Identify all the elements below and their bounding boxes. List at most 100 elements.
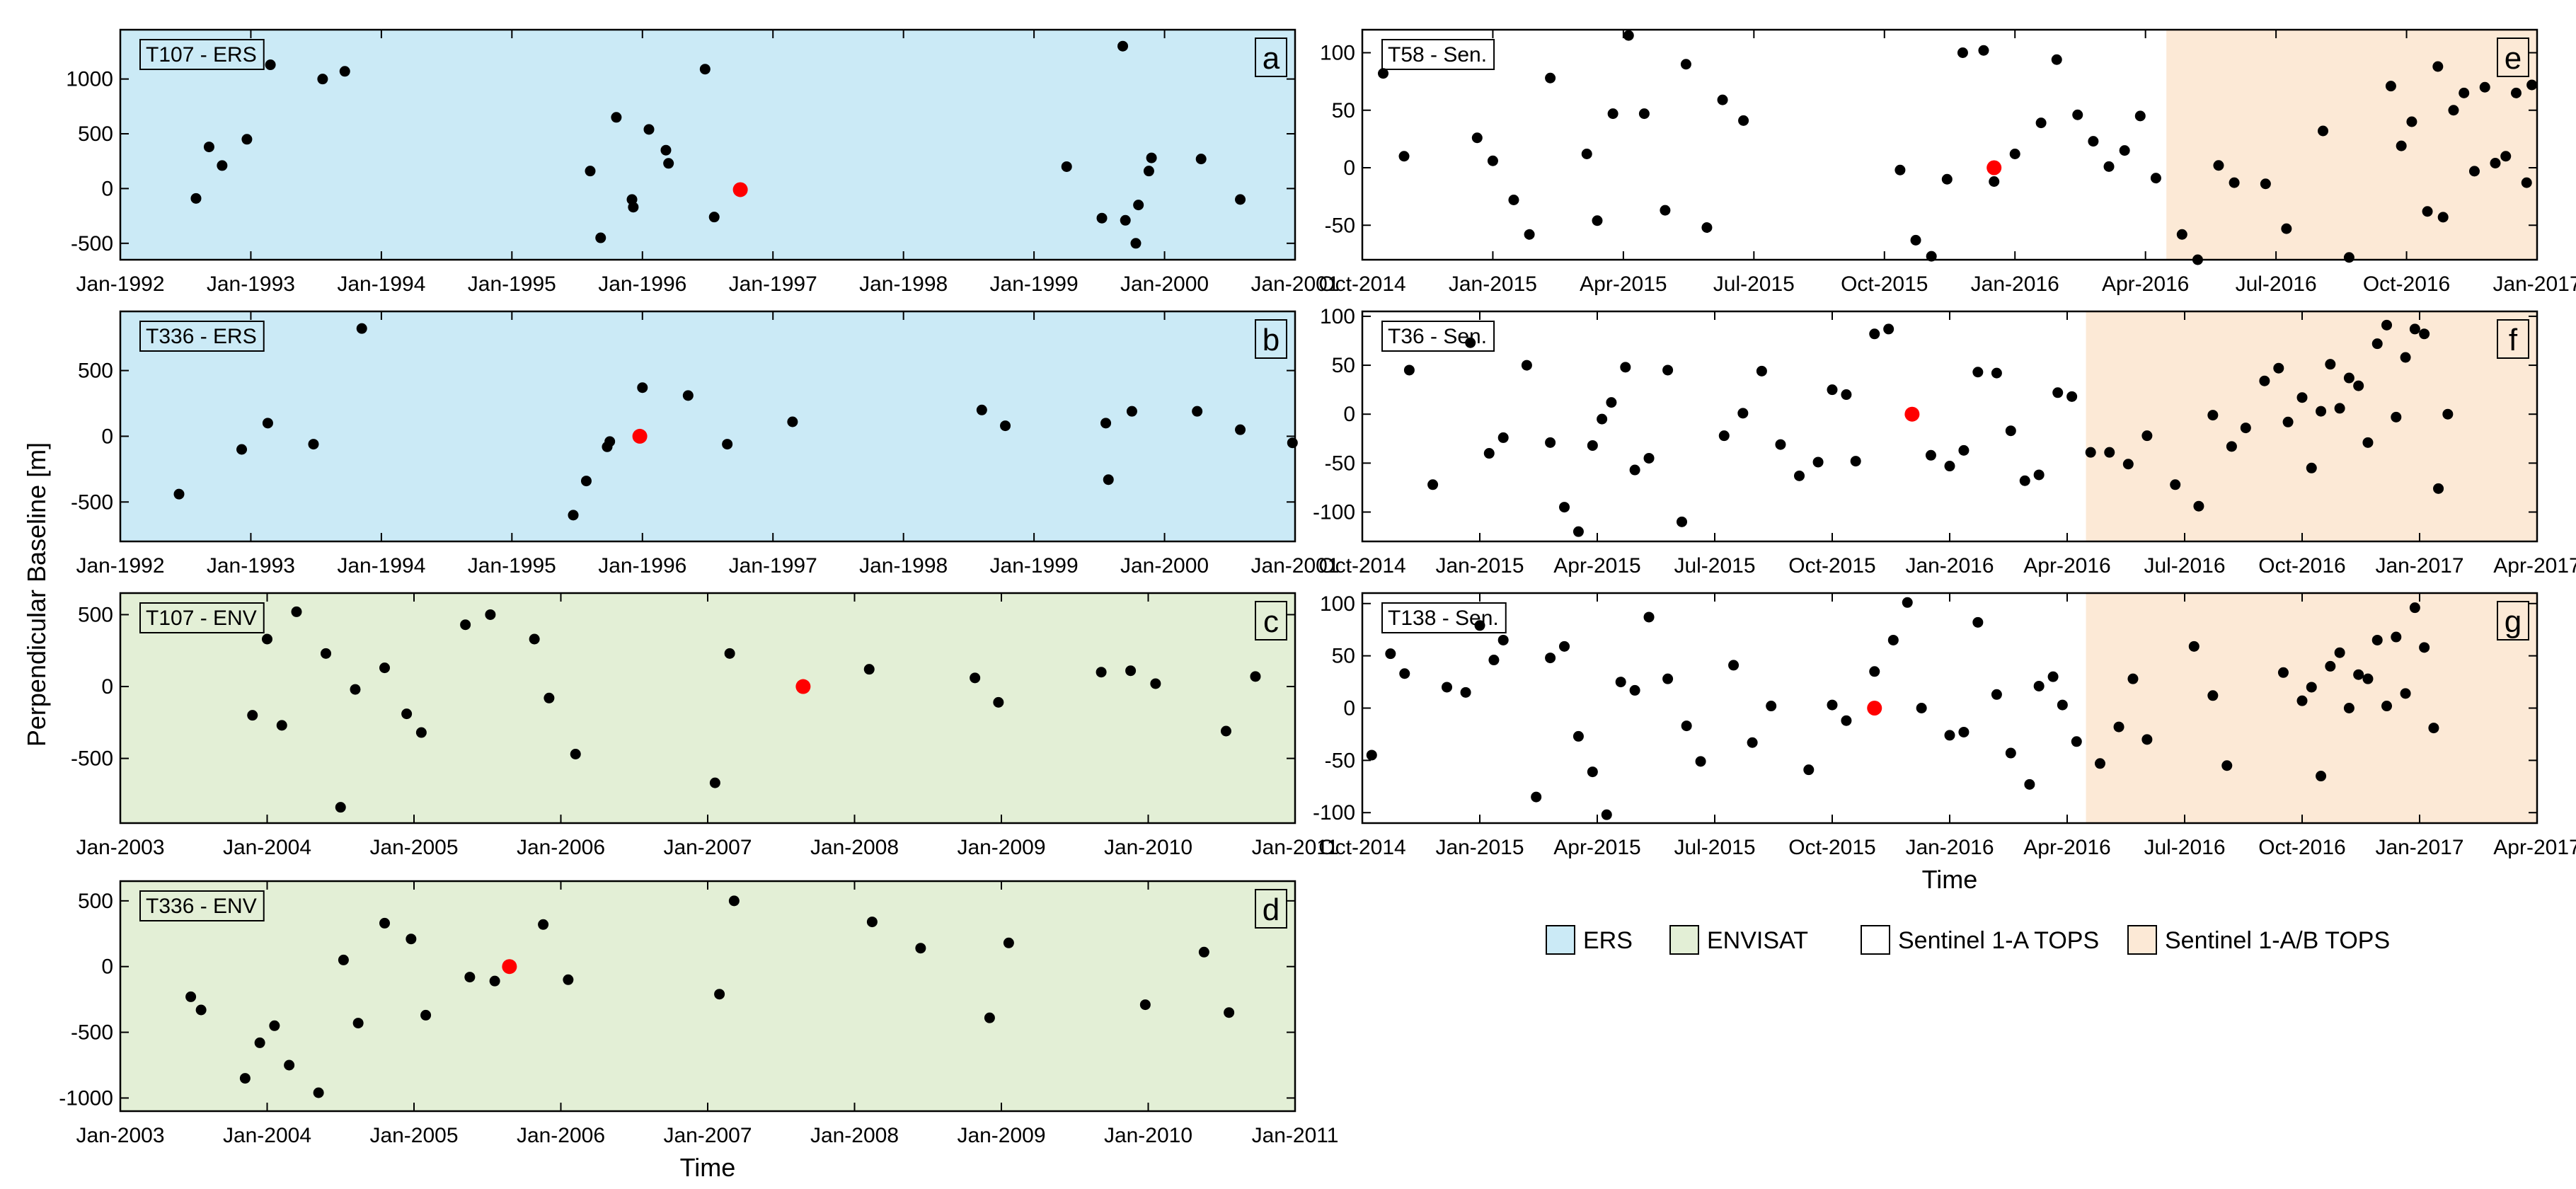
data-point [2213, 160, 2224, 171]
data-point [1521, 360, 1532, 371]
data-point [489, 975, 500, 987]
x-tick-label: Apr-2016 [2102, 272, 2189, 296]
data-point [1991, 367, 2002, 379]
x-tick-label: Jul-2016 [2144, 836, 2225, 859]
data-point [1775, 439, 1786, 450]
data-point [1531, 791, 1542, 803]
data-point [203, 142, 214, 153]
y-tick-label: 0 [1343, 697, 1355, 720]
data-point [1629, 464, 1640, 476]
data-point [993, 696, 1004, 708]
data-point [1133, 200, 1144, 211]
x-tick-label: Oct-2014 [1318, 554, 1405, 578]
data-point [2141, 430, 2153, 442]
data-point [1120, 214, 1131, 226]
y-tick-label: -50 [1325, 214, 1355, 237]
data-point [379, 662, 390, 674]
x-tick-label: Jan-2008 [810, 836, 899, 859]
data-point [269, 1020, 280, 1031]
data-point [1638, 108, 1650, 120]
data-point [1869, 666, 1880, 677]
data-point [538, 919, 549, 930]
data-point [1597, 413, 1608, 425]
data-point [1629, 684, 1640, 696]
data-point [1643, 452, 1655, 464]
x-tick-label: Jan-1997 [729, 554, 817, 578]
x-tick-label: Oct-2015 [1841, 272, 1928, 296]
reference-point [1904, 406, 1920, 422]
x-tick-label: Jan-2017 [2492, 272, 2576, 296]
data-point [2193, 500, 2204, 512]
data-point [1869, 328, 1880, 340]
reference-point [1986, 160, 2002, 176]
data-point [663, 158, 674, 169]
panel-d: -1000 -500 0 500 Jan-2003 Jan-2004 Jan-2005 Jan… [59, 880, 1339, 1182]
panel-background [120, 311, 1295, 541]
data-point [580, 476, 592, 487]
x-tick-label: Jan-2000 [1120, 554, 1209, 578]
data-point [570, 749, 581, 759]
data-point [2400, 352, 2411, 363]
panel-letter: b [1263, 323, 1280, 357]
panel-title: T58 - Sen. [1388, 43, 1487, 67]
data-point [2088, 136, 2099, 147]
panel-background [120, 30, 1295, 260]
reference-point [795, 679, 811, 694]
x-tick-label: Jan-2011 [1252, 836, 1339, 859]
data-point [1812, 456, 1824, 468]
y-tick-label: -500 [71, 747, 113, 771]
x-tick-label: Jan-2011 [1252, 1124, 1339, 1147]
data-point [415, 727, 427, 738]
data-point [2176, 229, 2187, 240]
data-point [787, 416, 798, 427]
data-point [1487, 155, 1498, 166]
x-tick-label: Jan-1996 [598, 272, 686, 296]
data-point [1545, 437, 1556, 448]
x-tick-label: Jul-2015 [1674, 554, 1755, 578]
data-point [2521, 177, 2532, 188]
data-point [2085, 447, 2096, 458]
data-point [460, 619, 471, 631]
data-point [1399, 668, 1410, 679]
data-point [2188, 641, 2200, 652]
data-point [2371, 338, 2383, 350]
data-point [1957, 47, 1968, 58]
y-tick-label: -100 [1313, 501, 1355, 524]
panel-c: -500 0 500 Jan-2003 Jan-2004 Jan-2005 Jan-2006… [71, 592, 1339, 859]
data-point [1681, 720, 1692, 732]
data-point [2371, 634, 2383, 645]
data-point [563, 974, 574, 985]
data-point [1250, 671, 1261, 682]
legend: ERS ENVISAT Sentinel 1-A TOPS Sentinel 1-A/… [1546, 925, 2390, 955]
data-point [544, 692, 555, 703]
y-tick-label: 0 [1343, 403, 1355, 426]
x-tick-label: Jan-1993 [207, 554, 295, 578]
y-tick-label: 100 [1320, 42, 1355, 65]
data-point [1925, 449, 1936, 461]
data-point [2325, 359, 2336, 370]
x-tick-label: Apr-2015 [1553, 554, 1640, 578]
data-point [2282, 416, 2294, 427]
data-point [1497, 634, 1509, 645]
data-point [2433, 483, 2444, 494]
data-point [2343, 252, 2354, 263]
data-point [2526, 79, 2538, 91]
panel-background [2086, 311, 2537, 541]
data-point [352, 1018, 364, 1029]
data-point [2396, 140, 2407, 151]
data-point [1841, 715, 1852, 726]
legend-label: Sentinel 1-A TOPS [1898, 927, 2099, 954]
x-axis-label: Time [1922, 865, 1978, 894]
data-point [2479, 81, 2490, 93]
data-point [195, 1004, 207, 1016]
data-point [2192, 254, 2203, 265]
data-point [728, 895, 740, 907]
data-point [2391, 411, 2402, 423]
data-point [1887, 634, 1899, 645]
panel-b: -500 0 500 Jan-1992 Jan-1993 Jan-1994 Jan-1995… [71, 310, 1340, 578]
panel-g: -100 -50 0 50 100 Oct-2014 Jan-2015 Apr-2015 Jul… [1313, 592, 2576, 894]
data-point [2240, 423, 2251, 434]
data-point [1677, 516, 1688, 527]
data-point [1606, 397, 1617, 408]
data-point [2281, 223, 2292, 234]
